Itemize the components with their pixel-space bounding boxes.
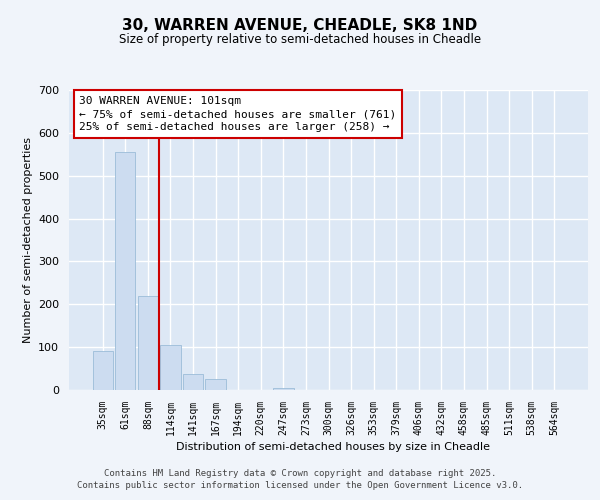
Bar	[138, 296, 158, 390]
Y-axis label: Number of semi-detached properties: Number of semi-detached properties	[23, 137, 32, 343]
Text: Distribution of semi-detached houses by size in Cheadle: Distribution of semi-detached houses by …	[176, 442, 490, 452]
Bar	[183, 374, 203, 390]
Text: Size of property relative to semi-detached houses in Cheadle: Size of property relative to semi-detach…	[119, 32, 481, 46]
Bar	[92, 352, 113, 390]
Text: 30, WARREN AVENUE, CHEADLE, SK8 1ND: 30, WARREN AVENUE, CHEADLE, SK8 1ND	[122, 18, 478, 32]
Text: Contains HM Land Registry data © Crown copyright and database right 2025.
Contai: Contains HM Land Registry data © Crown c…	[77, 468, 523, 490]
Bar	[115, 152, 136, 390]
Bar	[273, 388, 293, 390]
Bar	[160, 345, 181, 390]
Text: 30 WARREN AVENUE: 101sqm
← 75% of semi-detached houses are smaller (761)
25% of : 30 WARREN AVENUE: 101sqm ← 75% of semi-d…	[79, 96, 397, 132]
Bar	[205, 380, 226, 390]
